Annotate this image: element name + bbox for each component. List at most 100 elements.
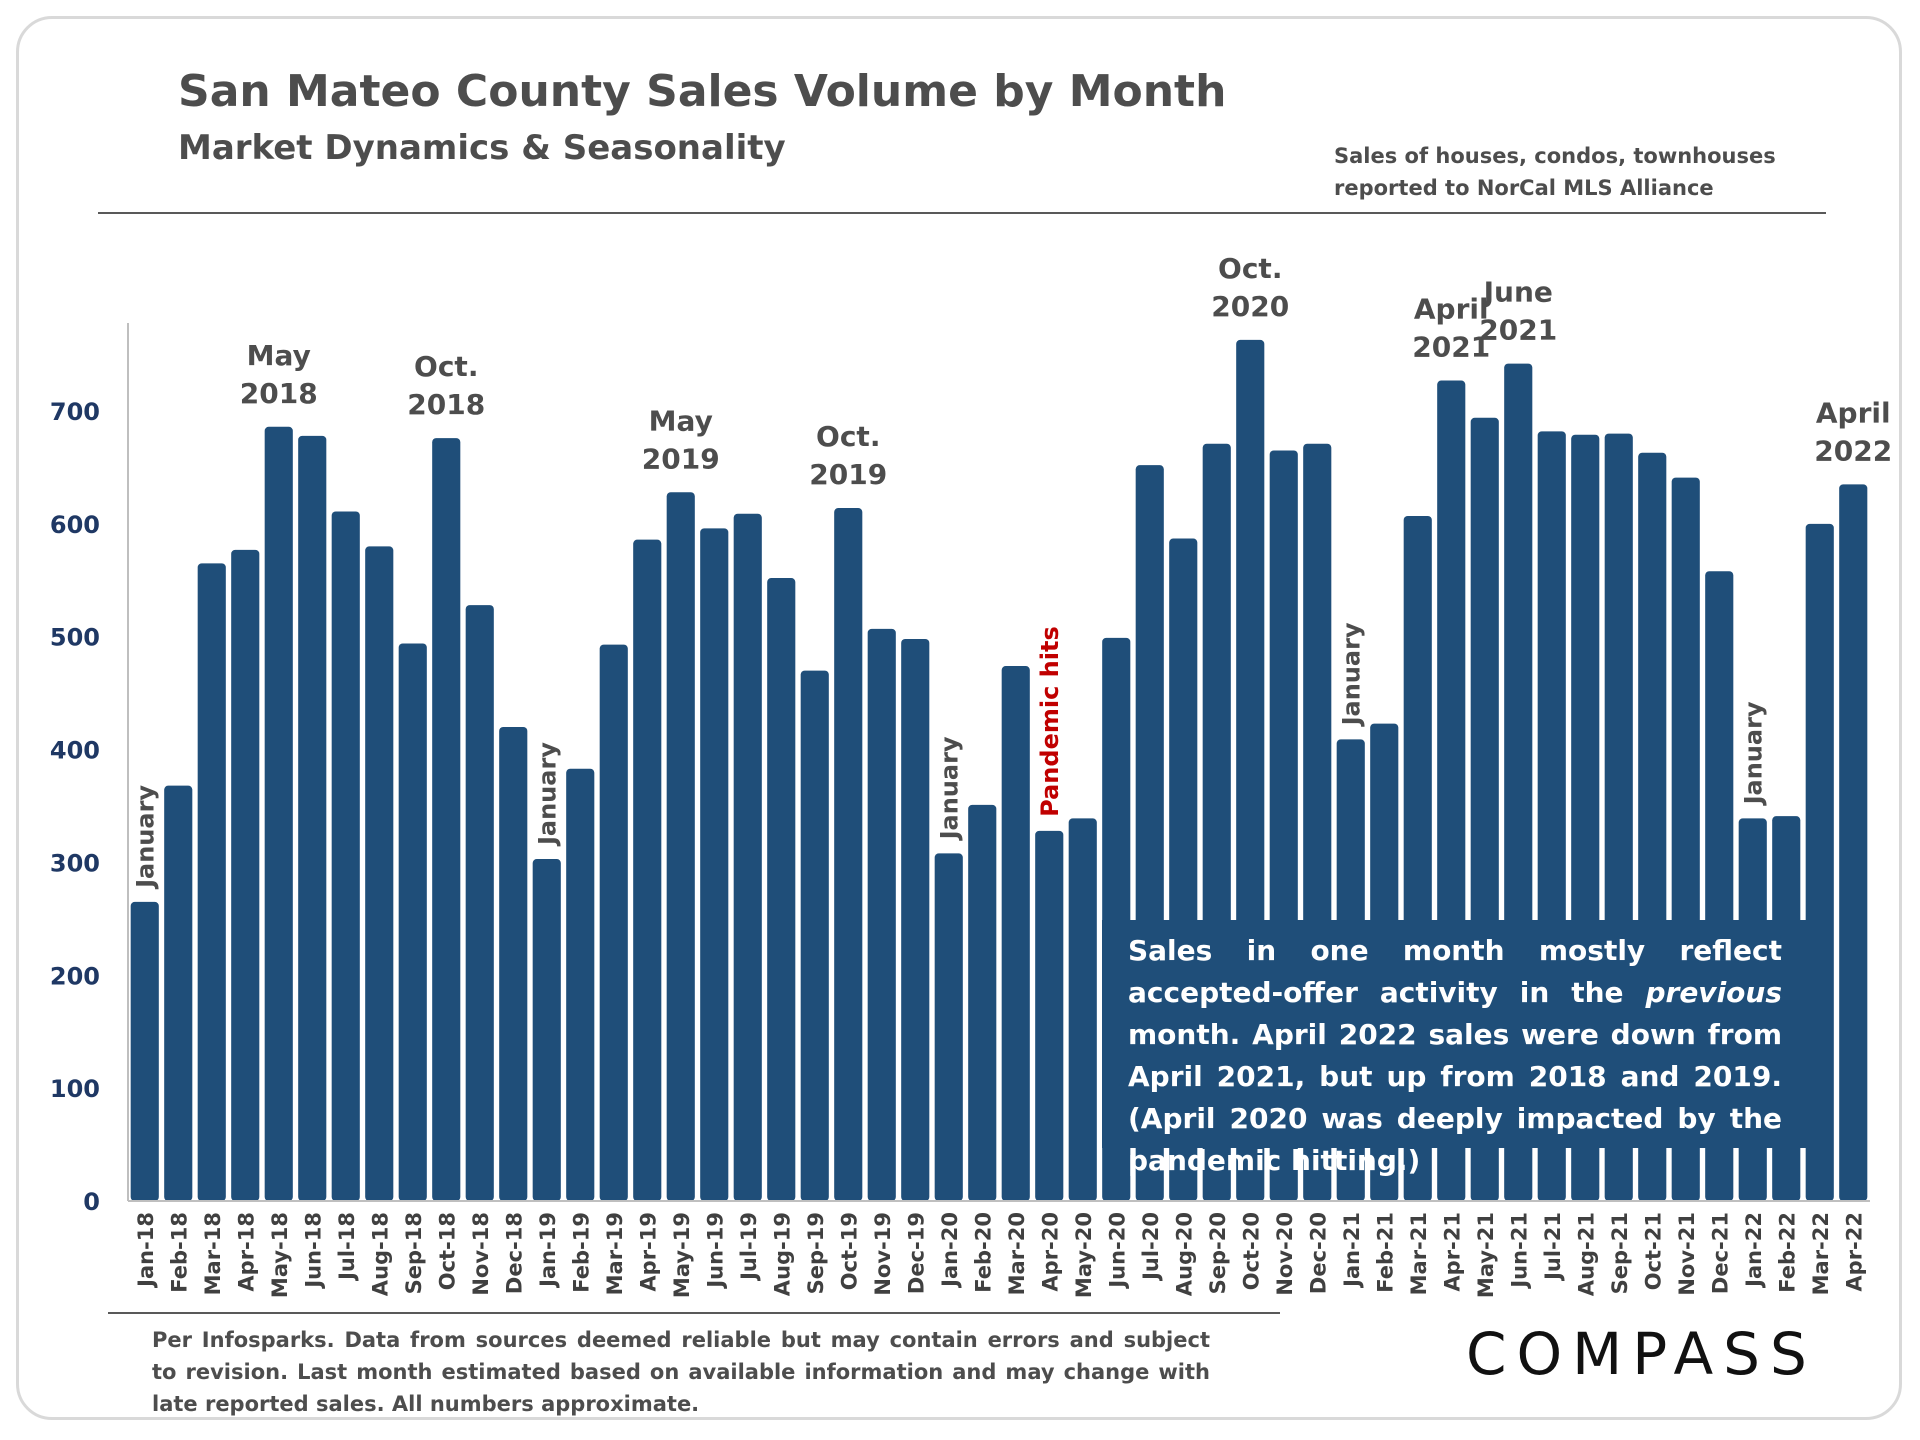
bar-jun-19 [700,528,729,1201]
x-tick-label: Mar-18 [201,1212,225,1295]
chart-subtitle: Market Dynamics & Seasonality [178,128,786,168]
x-tick-label: Feb-20 [971,1212,995,1293]
header-divider [98,212,1826,214]
x-tick-label: Dec-18 [502,1212,526,1294]
x-tick-label: Feb-18 [167,1212,191,1293]
peak-annotation: Oct. [816,420,880,453]
peak-annotation: 2018 [407,388,485,421]
peak-annotation: April [1816,396,1891,429]
bar-feb-19 [566,768,595,1201]
bar-aug-19 [767,578,796,1201]
x-tick-label: Jun-21 [1507,1212,1531,1290]
x-tick-label: Jul-21 [1541,1212,1565,1282]
x-tick-label: Jan-19 [536,1212,560,1289]
x-tick-label: Jun-18 [301,1212,325,1290]
bar-nov-18 [465,605,494,1201]
bar-oct-19 [834,508,863,1201]
x-tick-label: Feb-19 [569,1212,593,1293]
x-tick-label: Jun-20 [1105,1212,1129,1290]
bar-jan-18 [130,901,159,1201]
x-tick-label: Jul-18 [335,1212,359,1282]
bar-mar-18 [197,563,226,1201]
callout-box: Sales in one month mostly reflect accept… [1102,920,1814,1177]
x-tick-label: Jan-20 [938,1212,962,1289]
chart-title: San Mateo County Sales Volume by Month [178,66,1227,117]
x-tick-label: Sep-20 [1206,1212,1230,1294]
january-annotation: January [1740,701,1768,806]
y-tick-label: 100 [50,1075,100,1103]
bar-apr-18 [231,549,260,1201]
bar-jul-19 [733,513,762,1201]
peak-annotation: 2018 [240,377,318,410]
bar-sep-18 [398,643,427,1201]
y-tick-label: 600 [50,511,100,539]
x-tick-label: Apr-22 [1842,1212,1866,1292]
bar-apr-22 [1839,484,1868,1201]
peak-annotation: 2021 [1412,331,1490,364]
bar-apr-20 [1035,830,1064,1201]
x-tick-label: Mar-20 [1005,1212,1029,1295]
callout-text-italic: previous [1645,976,1782,1009]
x-tick-label: Feb-21 [1373,1212,1397,1293]
bar-mar-20 [1001,666,1030,1201]
x-tick-label: Apr-20 [1038,1212,1062,1292]
bar-may-19 [666,492,695,1201]
bar-jan-20 [934,853,963,1201]
source-note-line-1: Sales of houses, condos, townhouses [1334,144,1776,168]
bar-oct-18 [432,438,461,1202]
bar-jun-18 [298,435,327,1201]
callout-text-end: month. April 2022 sales were down from A… [1128,1018,1782,1177]
x-tick-label: Apr-19 [636,1212,660,1292]
x-tick-label: Nov-19 [871,1212,895,1296]
x-tick-label: Nov-21 [1675,1212,1699,1296]
x-tick-label: Feb-22 [1775,1212,1799,1293]
x-tick-label: Mar-19 [603,1212,627,1295]
x-tick-label: Sep-19 [804,1212,828,1294]
bar-aug-18 [365,546,394,1201]
peak-annotation: April [1414,293,1489,326]
peak-annotation: 2020 [1211,290,1289,323]
pandemic-annotation: Pandemic hits [1036,626,1064,817]
bar-dec-19 [901,638,930,1201]
peak-annotation: Oct. [1218,252,1282,285]
x-tick-label: Jul-19 [737,1212,761,1282]
x-tick-label: Apr-18 [234,1212,258,1292]
x-tick-label: May-18 [268,1212,292,1298]
source-note: Sales of houses, condos, townhouses repo… [1334,140,1776,204]
x-tick-label: Aug-20 [1172,1212,1196,1296]
x-tick-label: Oct-19 [837,1212,861,1290]
x-tick-label: Oct-21 [1641,1212,1665,1290]
y-tick-label: 200 [50,962,100,990]
x-tick-label: Aug-18 [368,1212,392,1296]
bar-apr-19 [633,539,662,1201]
peak-annotation: 2021 [1479,314,1557,347]
bar-feb-20 [968,804,997,1201]
x-tick-label: Dec-19 [904,1212,928,1294]
january-annotation: January [132,785,160,890]
x-tick-label: Jan-18 [134,1212,158,1289]
bar-mar-19 [599,644,628,1201]
x-tick-label: Jan-22 [1742,1212,1766,1289]
x-tick-label: Sep-21 [1608,1212,1632,1294]
x-tick-label: May-19 [670,1212,694,1298]
x-tick-label: Dec-20 [1306,1212,1330,1294]
y-tick-label: 500 [50,624,100,652]
bar-may-18 [264,426,293,1201]
footer-divider [108,1312,1280,1314]
peak-annotation: May [649,404,713,437]
x-tick-label: Mar-22 [1809,1212,1833,1295]
y-tick-label: 300 [50,849,100,877]
x-tick-label: Aug-21 [1574,1212,1598,1296]
bar-may-20 [1068,818,1097,1201]
bar-feb-18 [164,785,193,1201]
x-tick-label: May-20 [1072,1212,1096,1298]
bar-dec-18 [499,727,528,1201]
bar-jan-19 [532,859,561,1201]
peak-annotation: May [247,339,311,372]
x-tick-label: Apr-21 [1440,1212,1464,1292]
bar-chart: 0 100 200 300 400 500 600 700 Jan-18 Feb-18 Mar-18… [50,252,1892,1298]
x-tick-label: Jan-21 [1340,1212,1364,1289]
y-tick-label: 400 [50,737,100,765]
y-tick-label: 700 [50,398,100,426]
x-tick-label: Oct-20 [1239,1212,1263,1290]
